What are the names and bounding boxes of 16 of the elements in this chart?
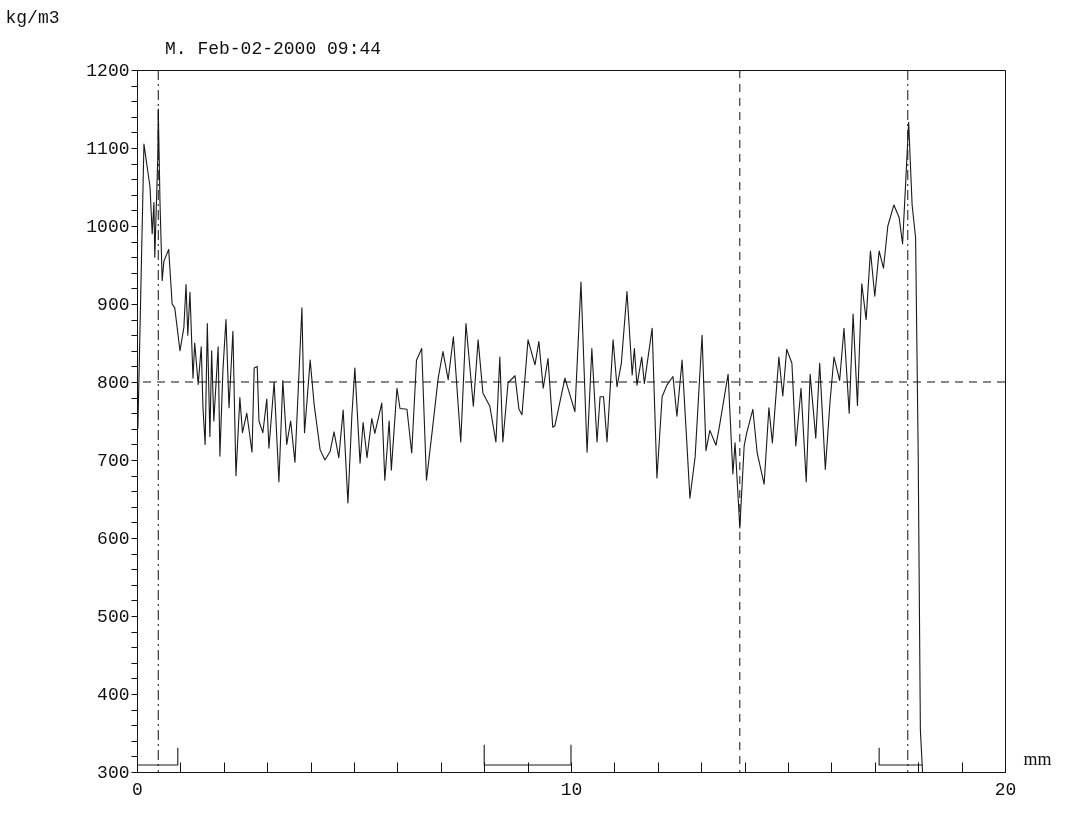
y-axis-title: kg/m3 (5, 7, 60, 28)
x-tick-label: 20 (994, 779, 1017, 800)
y-tick-label: 700 (97, 450, 130, 471)
x-tick-label: 0 (132, 779, 143, 800)
y-tick-label: 400 (97, 684, 130, 705)
x-tick-label: 10 (560, 779, 583, 800)
y-tick-label: 800 (97, 372, 130, 393)
y-tick-label: 1000 (86, 216, 130, 237)
y-tick-label: 1200 (86, 60, 130, 81)
x-axis-title: mm (1023, 748, 1052, 769)
y-tick-label: 1100 (86, 138, 130, 159)
y-tick-label: 900 (97, 294, 130, 315)
y-tick-label: 600 (97, 528, 130, 549)
y-tick-label: 300 (97, 762, 130, 783)
chart-subtitle: M. Feb-02-2000 09:44 (165, 39, 382, 59)
y-tick-label: 500 (97, 606, 130, 627)
